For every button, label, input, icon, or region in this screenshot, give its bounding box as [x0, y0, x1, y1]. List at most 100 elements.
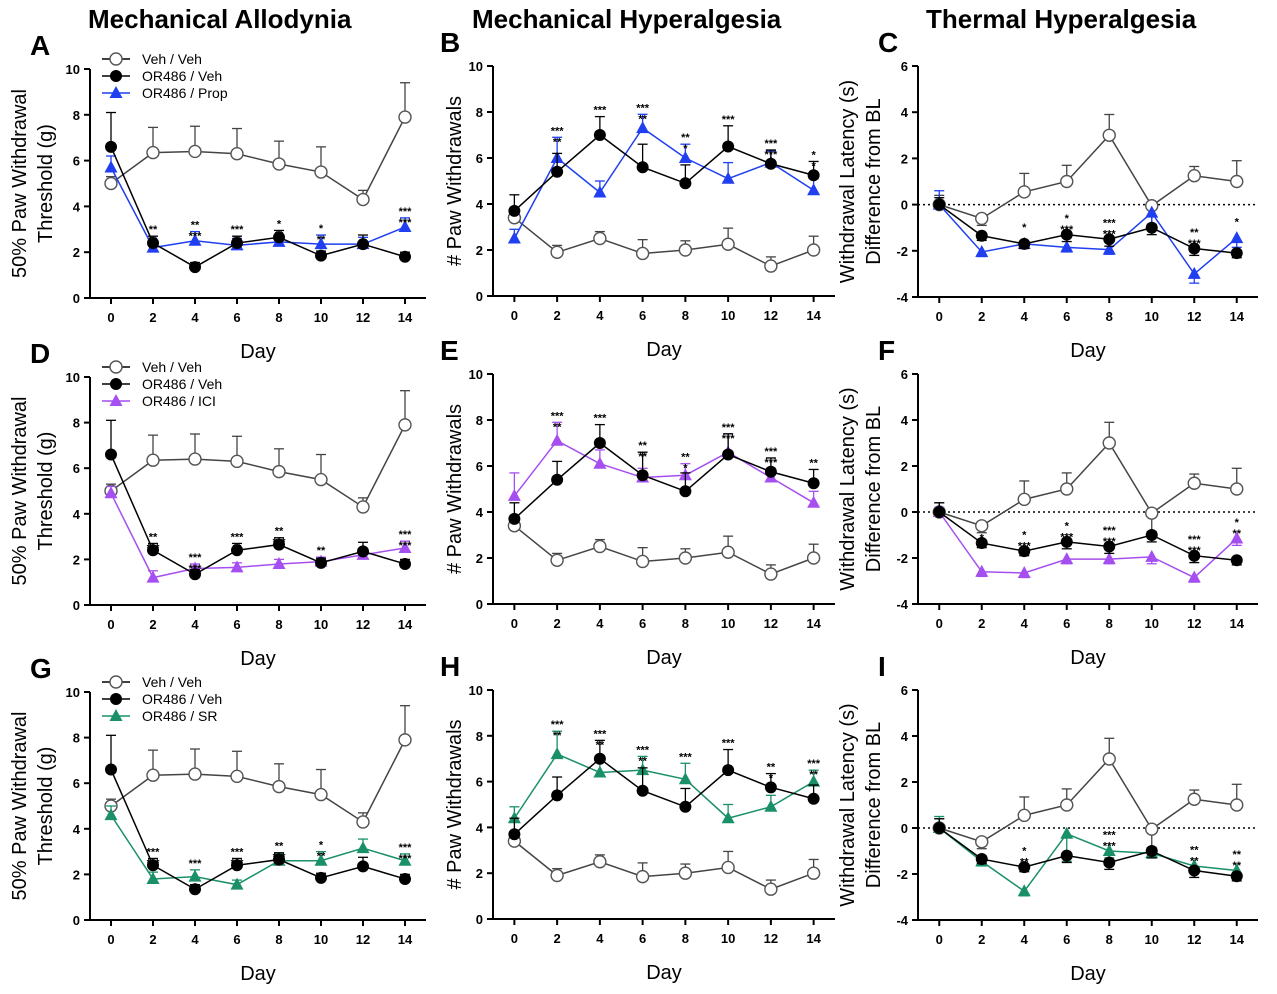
data-point	[188, 233, 202, 246]
data-point	[721, 860, 735, 875]
series-veh-veh	[104, 705, 412, 829]
data-point	[807, 774, 821, 787]
x-tick-label: 0	[107, 310, 114, 325]
data-point	[635, 246, 650, 261]
data-point	[722, 448, 735, 461]
y-tick-label: 6	[476, 151, 483, 166]
y-tick-label: 2	[901, 459, 908, 474]
y-tick-label: -4	[896, 913, 908, 928]
significance-star: ***	[722, 114, 736, 126]
x-tick-label: 4	[191, 617, 199, 632]
data-point	[507, 488, 521, 501]
series-line	[110, 769, 406, 891]
significance-star: *	[1235, 216, 1240, 228]
data-point	[230, 877, 244, 890]
data-point	[146, 145, 160, 160]
y-tick-label: 4	[73, 199, 81, 214]
data-point	[678, 243, 693, 257]
x-axis-label: Day	[1070, 340, 1106, 362]
x-tick-label: 8	[682, 308, 689, 323]
series-veh-veh	[932, 113, 1244, 227]
data-point	[314, 165, 328, 179]
data-point	[679, 800, 692, 813]
x-tick-label: 8	[275, 310, 282, 325]
data-point	[399, 557, 411, 570]
significance-star: ***	[593, 413, 607, 425]
y-tick-label: 6	[73, 461, 80, 476]
significance-star: ***	[147, 846, 161, 858]
data-point	[593, 765, 607, 778]
y-axis-label: Withdrawal Latency (s)	[837, 703, 859, 906]
significance-star: ***	[399, 217, 413, 229]
x-tick-label: 6	[639, 308, 646, 323]
data-point	[721, 811, 735, 824]
series-veh-veh	[104, 390, 412, 514]
y-tick-label: 10	[66, 62, 80, 77]
data-point	[230, 560, 244, 573]
x-tick-label: 12	[356, 617, 370, 632]
significance-star: ***	[189, 563, 203, 575]
significance-star: ***	[399, 529, 413, 541]
legend-label: Veh / Veh	[142, 674, 202, 690]
y-tick-label: 10	[469, 683, 483, 698]
x-tick-label: 6	[233, 617, 240, 632]
data-point	[1102, 242, 1116, 255]
significance-star: ***	[399, 842, 413, 854]
significance-star: **	[553, 421, 562, 433]
data-point	[1018, 237, 1031, 250]
data-point	[635, 869, 650, 884]
data-point	[975, 564, 989, 577]
significance-star: **	[809, 769, 818, 781]
series-line	[110, 739, 406, 824]
significance-star: ***	[1103, 536, 1117, 548]
x-tick-label: 12	[356, 932, 370, 947]
series-veh-veh	[507, 515, 821, 581]
data-point	[678, 772, 692, 785]
data-point	[1017, 565, 1031, 578]
significance-star: *	[769, 773, 774, 785]
x-tick-label: 0	[107, 932, 114, 947]
panel-label: B	[440, 27, 460, 58]
legend-label: OR486 / ICI	[142, 393, 216, 409]
significance-star: *	[1022, 222, 1027, 234]
data-point	[975, 229, 988, 242]
data-point	[398, 418, 412, 432]
data-point	[398, 541, 412, 553]
significance-star: **	[596, 739, 605, 751]
x-tick-label: 12	[764, 616, 778, 631]
data-point	[1187, 570, 1201, 583]
y-tick-label: 0	[73, 598, 80, 613]
data-point	[398, 220, 412, 233]
x-tick-label: 0	[107, 617, 114, 632]
data-point	[315, 871, 327, 884]
significance-star: *	[980, 532, 985, 544]
y-tick-label: 4	[901, 413, 909, 428]
data-point	[146, 871, 160, 884]
significance-markers: *****************************	[551, 719, 821, 784]
y-tick-label: 2	[901, 151, 908, 166]
legend-marker	[109, 360, 123, 374]
series-line	[110, 146, 406, 268]
significance-star: ***	[1188, 534, 1202, 546]
series-or486-veh	[105, 419, 411, 581]
data-point	[104, 486, 118, 499]
series-or486-veh	[508, 739, 820, 841]
x-tick-label: 8	[275, 932, 282, 947]
data-point	[189, 883, 201, 896]
y-tick-label: 0	[73, 291, 80, 306]
panel-label: E	[440, 335, 459, 366]
data-point	[273, 231, 285, 244]
legend-marker	[109, 675, 123, 689]
significance-star: ***	[273, 852, 287, 864]
x-tick-label: 4	[596, 616, 604, 631]
significance-star: *	[683, 143, 688, 155]
significance-star: *	[277, 218, 282, 230]
significance-star: ***	[273, 537, 287, 549]
legend-marker	[109, 709, 123, 721]
x-tick-label: 2	[978, 309, 985, 324]
data-point	[1230, 174, 1244, 189]
data-point	[105, 763, 117, 776]
x-tick-label: 10	[721, 931, 735, 946]
series-line	[938, 827, 1237, 878]
data-point	[679, 177, 692, 190]
